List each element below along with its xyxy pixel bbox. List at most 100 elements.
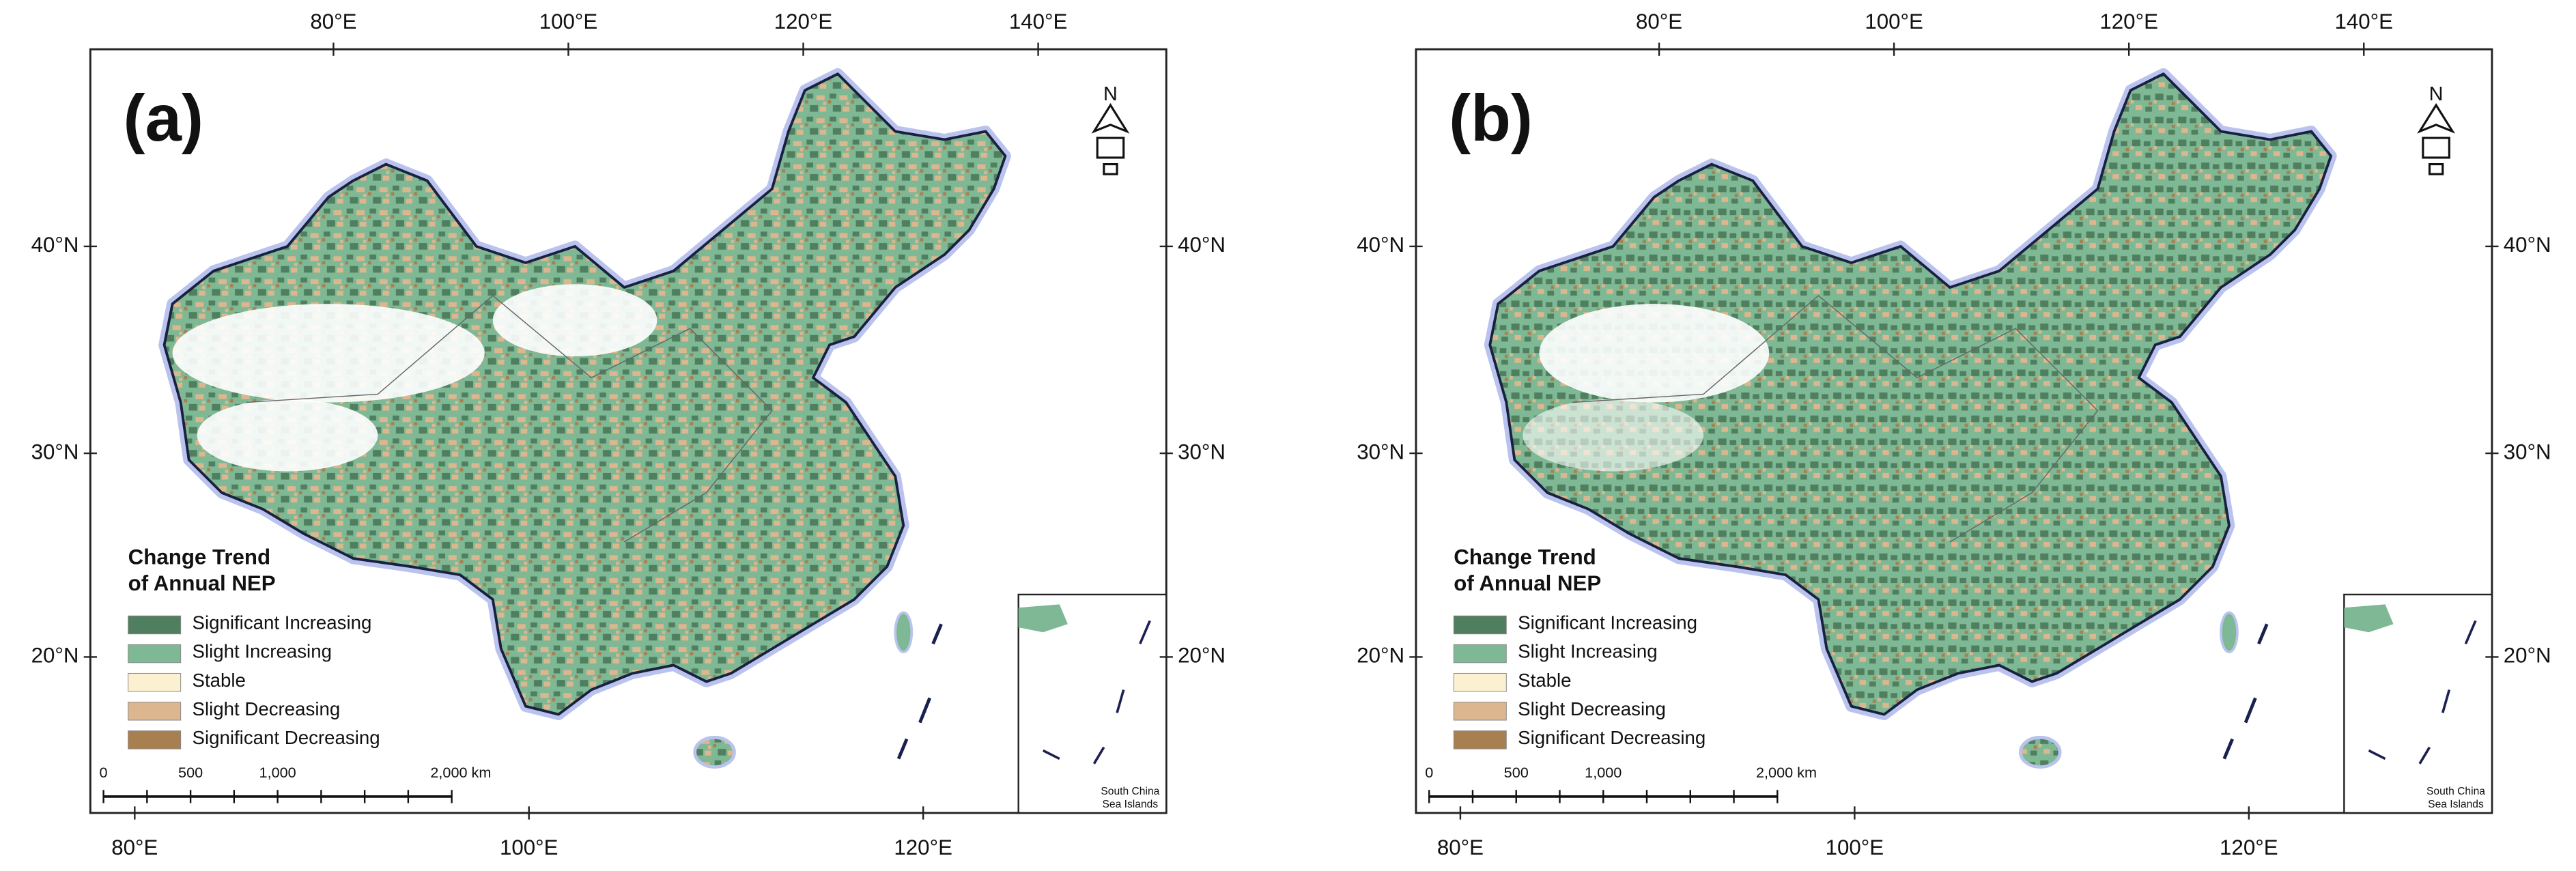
lon-tick-label: 120°E (2099, 10, 2158, 33)
lat-tick-label: 40°N (1357, 233, 1404, 257)
legend-swatch (1453, 730, 1507, 749)
province-boundary (1572, 295, 2099, 543)
inset-land (1018, 604, 1068, 633)
map-panel: South China Sea Islands (a) N 80°E 100°E 120°E… (31, 10, 1226, 859)
dash-line (931, 623, 943, 645)
lat-tick-label: 20°N (31, 644, 79, 668)
country-fill (162, 72, 1007, 716)
country-fill (1488, 72, 2333, 716)
legend-swatch (128, 730, 182, 749)
lon-tick-label: 80°E (310, 10, 356, 33)
legend-label: Significant Increasing (193, 612, 372, 633)
scale-label: 1,000 (259, 764, 296, 781)
legend-swatch (128, 672, 182, 692)
legend-swatch (1453, 644, 1507, 663)
legend-swatch (128, 644, 182, 663)
sparse-area (172, 304, 485, 403)
province-boundary (246, 295, 773, 543)
inset-label: South China (1101, 786, 1159, 797)
lon-tick-label: 120°E (2220, 836, 2278, 859)
lat-tick-label: 20°N (1178, 644, 1226, 668)
inset-label: Sea Islands (2428, 799, 2484, 810)
sparse-area (1539, 304, 1770, 403)
lon-tick-label: 100°E (500, 836, 558, 859)
scale-label: 2,000 km (430, 764, 491, 781)
lon-tick-label: 80°E (1636, 10, 1682, 33)
dash-line (1116, 689, 1125, 713)
legend-label: Significant Decreasing (193, 727, 380, 748)
scale-label: 1,000 (1585, 764, 1622, 781)
lat-tick-label: 40°N (1178, 233, 1226, 257)
lon-tick-label: 80°E (1437, 836, 1484, 859)
scale-label: 500 (178, 764, 203, 781)
dash-line (2222, 738, 2234, 760)
lat-tick-label: 30°N (2504, 440, 2551, 463)
hainan (693, 735, 736, 769)
lon-tick-label: 100°E (539, 10, 598, 33)
legend-label: Significant Decreasing (1518, 727, 1705, 748)
dash-line (896, 738, 909, 760)
lon-tick-label: 120°E (894, 836, 952, 859)
north-label: N (2429, 83, 2444, 105)
dash-line (2464, 620, 2477, 644)
legend-label: Significant Increasing (1518, 612, 1697, 633)
dash-line (1043, 749, 1060, 760)
hainan (2018, 735, 2062, 769)
inset-land (2344, 604, 2394, 633)
north-arrow (1091, 103, 1130, 175)
lon-tick-label: 80°E (111, 836, 158, 859)
legend-swatch (1453, 672, 1507, 692)
legend-label: Slight Decreasing (1518, 698, 1666, 719)
dash-line (1139, 620, 1151, 644)
legend-title: of Annual NEP (128, 571, 276, 595)
lon-tick-label: 100°E (1826, 836, 1884, 859)
lat-tick-label: 40°N (2504, 233, 2551, 257)
inset-label: Sea Islands (1103, 799, 1159, 810)
legend-label: Slight Increasing (193, 641, 332, 662)
scale-label: 500 (1504, 764, 1529, 781)
legend-title: of Annual NEP (1454, 571, 1601, 595)
legend-label: Slight Decreasing (193, 698, 341, 719)
dash-line (2257, 623, 2269, 645)
sparse-area (492, 284, 657, 357)
dash-line (918, 697, 932, 724)
taiwan (894, 611, 914, 653)
lon-tick-label: 140°E (2334, 10, 2393, 33)
north-arrow (2417, 103, 2456, 175)
taiwan (2220, 611, 2239, 653)
dash-line (2441, 689, 2451, 713)
lat-tick-label: 30°N (1357, 440, 1404, 463)
lat-tick-label: 40°N (31, 233, 79, 257)
lon-tick-label: 120°E (774, 10, 833, 33)
legend-swatch (128, 702, 182, 721)
sparse-area (197, 399, 378, 472)
lon-tick-label: 140°E (1009, 10, 1068, 33)
map-panel: South China Sea Islands (b) N 80°E 100°E 120°E… (1357, 10, 2551, 859)
lat-tick-label: 20°N (1357, 644, 1404, 668)
lat-tick-label: 20°N (2504, 644, 2551, 668)
dash-line (2418, 746, 2431, 765)
legend-swatch (1453, 702, 1507, 721)
legend-label: Stable (193, 670, 246, 691)
inset-label: South China (2426, 786, 2485, 797)
dash-line (1092, 746, 1105, 765)
legend-label: Slight Increasing (1518, 641, 1657, 662)
legend-swatch (1453, 615, 1507, 635)
dash-line (2368, 749, 2386, 760)
scale-label: 2,000 km (1756, 764, 1817, 781)
lat-tick-label: 30°N (31, 440, 79, 463)
scale-label: 0 (1425, 764, 1433, 781)
legend-title: Change Trend (128, 545, 270, 569)
dash-line (2244, 697, 2257, 724)
lat-tick-label: 30°N (1178, 440, 1226, 463)
scale-label: 0 (100, 764, 108, 781)
legend-label: Stable (1518, 670, 1571, 691)
lon-tick-label: 100°E (1865, 10, 1923, 33)
panel-label: (a) (123, 82, 203, 155)
legend-swatch (128, 615, 182, 635)
north-label: N (1103, 83, 1118, 105)
panel-label: (b) (1449, 82, 1533, 155)
sparse-area (1523, 399, 1704, 472)
legend-title: Change Trend (1454, 545, 1596, 569)
